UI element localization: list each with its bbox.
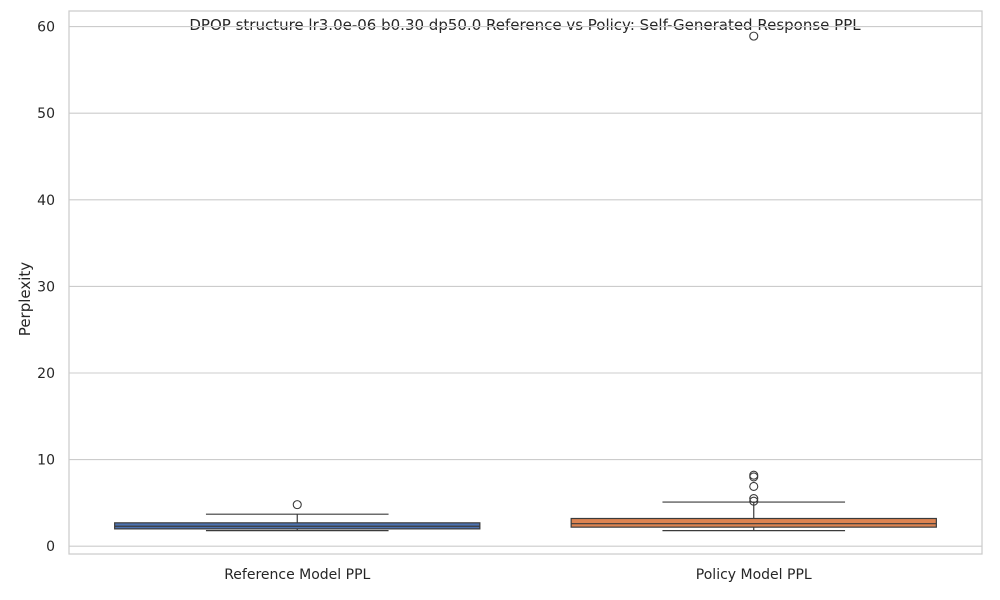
x-tick-label: Reference Model PPL bbox=[224, 567, 370, 583]
outlier-point bbox=[749, 470, 759, 480]
plot-frame bbox=[68, 10, 983, 555]
x-axis-ticks: Reference Model PPL Policy Model PPL bbox=[224, 567, 812, 583]
y-tick-label: 60 bbox=[37, 20, 55, 36]
box-group bbox=[114, 500, 481, 532]
outlier-point bbox=[749, 481, 759, 491]
y-tick-label: 10 bbox=[37, 453, 55, 469]
outlier-point bbox=[749, 496, 759, 506]
y-axis-ticks: 0 10 20 30 40 50 60 bbox=[37, 20, 55, 556]
chart-title: DPOP structure lr3.0e-06 b0.30 dp50.0 Re… bbox=[189, 16, 861, 34]
y-tick-label: 20 bbox=[37, 366, 55, 382]
y-tick-label: 40 bbox=[37, 193, 55, 209]
box-group bbox=[570, 31, 937, 532]
box-iqr bbox=[570, 517, 937, 528]
y-tick-label: 30 bbox=[37, 279, 55, 295]
y-tick-label: 50 bbox=[37, 106, 55, 122]
box-plots bbox=[114, 31, 937, 532]
grid-lines bbox=[69, 26, 982, 547]
y-tick-label: 0 bbox=[46, 539, 55, 555]
outlier-point bbox=[749, 31, 759, 41]
x-tick-label: Policy Model PPL bbox=[696, 567, 812, 583]
y-axis-label: Perplexity bbox=[16, 262, 34, 336]
outlier-point bbox=[749, 494, 759, 504]
outlier-point bbox=[292, 500, 302, 510]
